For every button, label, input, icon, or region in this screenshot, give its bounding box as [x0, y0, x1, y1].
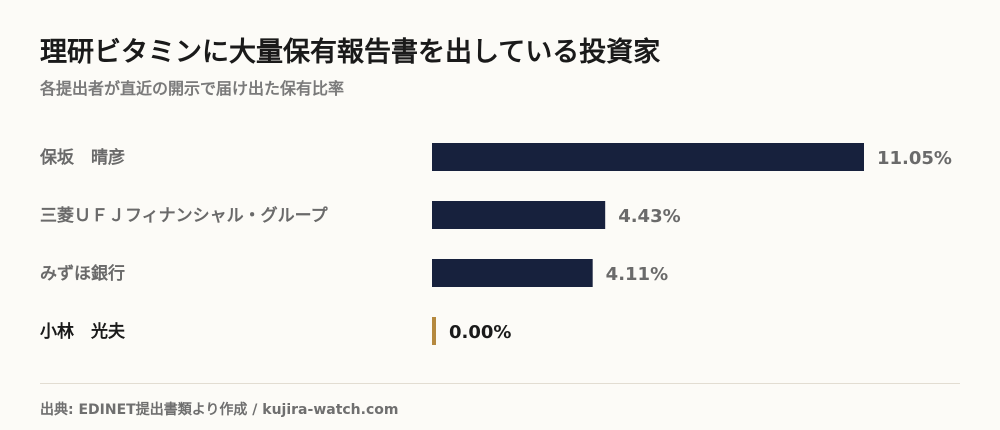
bar: [432, 259, 593, 287]
chart-subtitle: 各提出者が直近の開示で届け出た保有比率: [40, 79, 345, 98]
chart-title: 理研ビタミンに大量保有報告書を出している投資家: [40, 37, 661, 68]
bar-chart: 保坂 晴彦 11.05% 三菱ＵＦＪフィナンシャル・グループ 4.43% みずほ銀行 4.…: [39, 143, 952, 345]
value-label: 4.43%: [618, 206, 680, 227]
category-label: 三菱ＵＦＪフィナンシャル・グループ: [40, 205, 329, 226]
category-label: 小林 光夫: [40, 321, 126, 342]
bar: [432, 201, 606, 229]
category-label: 保坂 晴彦: [39, 147, 125, 168]
bar: [432, 317, 436, 345]
value-label: 0.00%: [449, 322, 511, 343]
value-label: 11.05%: [877, 148, 952, 169]
bar: [432, 143, 864, 171]
source-note: 出典: EDINET提出書類より作成 / kujira-watch.com: [40, 402, 399, 418]
divider: [40, 383, 960, 384]
value-label: 4.11%: [606, 264, 668, 285]
category-label: みずほ銀行: [40, 263, 125, 284]
